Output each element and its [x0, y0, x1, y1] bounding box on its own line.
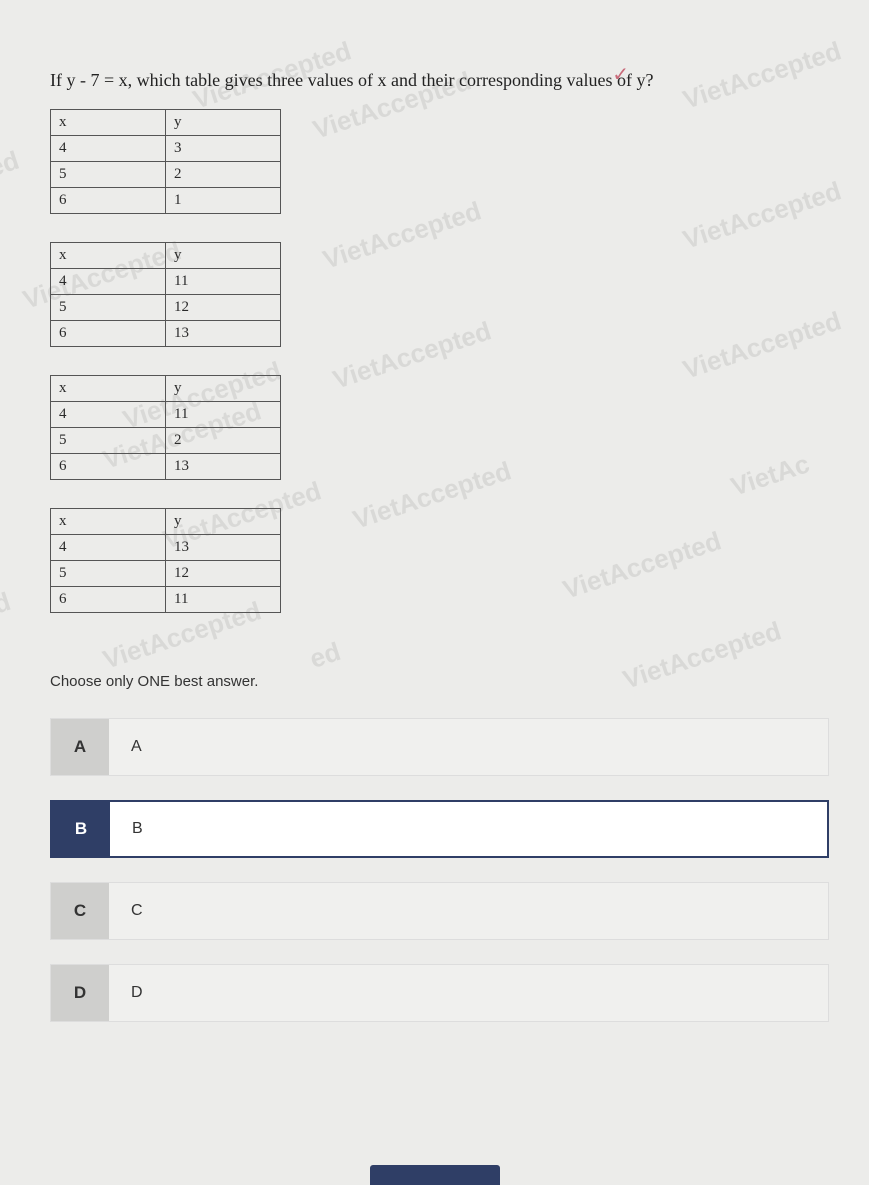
table-cell: 13 — [166, 535, 281, 561]
table-cell: 5 — [51, 162, 166, 188]
table-cell: 12 — [166, 295, 281, 321]
table-cell: 12 — [166, 561, 281, 587]
page: VietAcceptedVietAcceptedVietAcceptedtedV… — [0, 0, 869, 1179]
answer-badge: B — [52, 802, 110, 856]
table-cell: 6 — [51, 321, 166, 347]
table-header-cell: y — [166, 110, 281, 136]
table-row: 411 — [51, 269, 281, 295]
table-row: 613 — [51, 454, 281, 480]
table-header-cell: x — [51, 376, 166, 402]
table-row: 52 — [51, 428, 281, 454]
table-cell: 2 — [166, 428, 281, 454]
answer-label: A — [109, 738, 142, 756]
table-cell: 5 — [51, 428, 166, 454]
table-header-cell: y — [166, 243, 281, 269]
answer-option-a[interactable]: AA — [50, 718, 829, 776]
watermark-text: ed — [0, 586, 14, 625]
data-table: xy41152613 — [50, 375, 281, 480]
instruction-text: Choose only ONE best answer. — [50, 673, 829, 690]
table-cell: 5 — [51, 295, 166, 321]
table-header-cell: x — [51, 243, 166, 269]
data-table: xy435261 — [50, 109, 281, 214]
data-table: xy411512613 — [50, 242, 281, 347]
table-cell: 6 — [51, 454, 166, 480]
footer-tab — [370, 1165, 500, 1185]
answer-badge: D — [51, 965, 109, 1021]
table-cell: 4 — [51, 136, 166, 162]
table-header-cell: x — [51, 509, 166, 535]
table-header-cell: x — [51, 110, 166, 136]
table-row: 512 — [51, 561, 281, 587]
watermark-text: ted — [0, 145, 23, 187]
table-cell: 4 — [51, 402, 166, 428]
table-cell: 4 — [51, 269, 166, 295]
table-cell: 2 — [166, 162, 281, 188]
table-cell: 11 — [166, 269, 281, 295]
table-row: 411 — [51, 402, 281, 428]
answer-label: C — [109, 902, 143, 920]
table-row: 52 — [51, 162, 281, 188]
table-cell: 3 — [166, 136, 281, 162]
answers-container: AABBCCDD — [50, 718, 829, 1022]
table-cell: 5 — [51, 561, 166, 587]
table-cell: 13 — [166, 454, 281, 480]
table-cell: 13 — [166, 321, 281, 347]
data-table: xy413512611 — [50, 508, 281, 613]
answer-option-b[interactable]: BB — [50, 800, 829, 858]
answer-label: D — [109, 984, 143, 1002]
content: If y - 7 = x, which table gives three va… — [50, 70, 829, 1022]
table-cell: 4 — [51, 535, 166, 561]
table-cell: 11 — [166, 402, 281, 428]
table-row: 613 — [51, 321, 281, 347]
answer-option-d[interactable]: DD — [50, 964, 829, 1022]
answer-option-c[interactable]: CC — [50, 882, 829, 940]
table-row: 43 — [51, 136, 281, 162]
answer-label: B — [110, 820, 143, 838]
table-cell: 6 — [51, 587, 166, 613]
table-row: 61 — [51, 188, 281, 214]
answer-badge: C — [51, 883, 109, 939]
table-row: 611 — [51, 587, 281, 613]
table-header-cell: y — [166, 509, 281, 535]
tables-container: xy435261xy411512613xy41152613xy413512611 — [50, 109, 829, 613]
question-text: If y - 7 = x, which table gives three va… — [50, 70, 829, 91]
table-row: 413 — [51, 535, 281, 561]
table-row: 512 — [51, 295, 281, 321]
table-cell: 6 — [51, 188, 166, 214]
table-header-cell: y — [166, 376, 281, 402]
answer-badge: A — [51, 719, 109, 775]
tick-mark: ✓ — [612, 62, 629, 87]
table-cell: 11 — [166, 587, 281, 613]
table-cell: 1 — [166, 188, 281, 214]
